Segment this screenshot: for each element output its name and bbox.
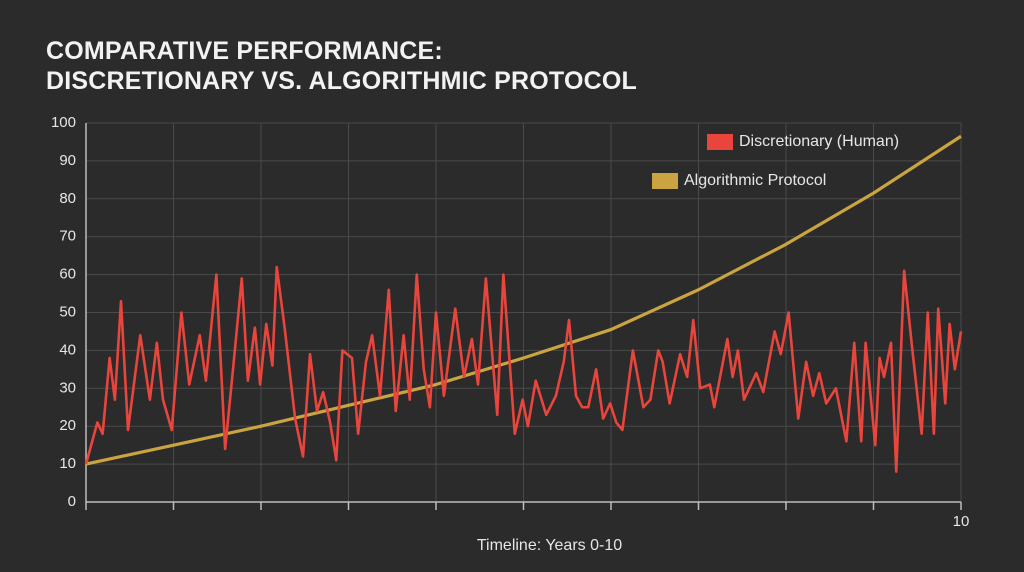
series-line [85,134,962,466]
series-line [84,265,963,473]
y-tick-label: 100 [51,114,76,131]
y-tick-label: 20 [59,417,76,434]
x-tick-label: 10 [953,513,970,530]
legend-label: Algorithmic Protocol [684,172,826,189]
legend-swatch [707,134,733,150]
legend-label: Discretionary (Human) [739,133,899,150]
y-tick-label: 80 [59,190,76,207]
chart-title: COMPARATIVE PERFORMANCE: DISCRETIONARY V… [46,37,637,95]
y-tick-label: 0 [68,493,76,510]
y-tick-label: 10 [59,455,76,472]
y-tick-label: 40 [59,341,76,358]
y-tick-label: 70 [59,228,76,245]
legend-swatch [652,173,678,189]
x-axis-label: Timeline: Years 0-10 [477,537,622,554]
y-tick-label: 50 [59,303,76,320]
y-tick-label: 30 [59,379,76,396]
y-tick-label: 90 [59,152,76,169]
y-tick-label: 60 [59,266,76,283]
